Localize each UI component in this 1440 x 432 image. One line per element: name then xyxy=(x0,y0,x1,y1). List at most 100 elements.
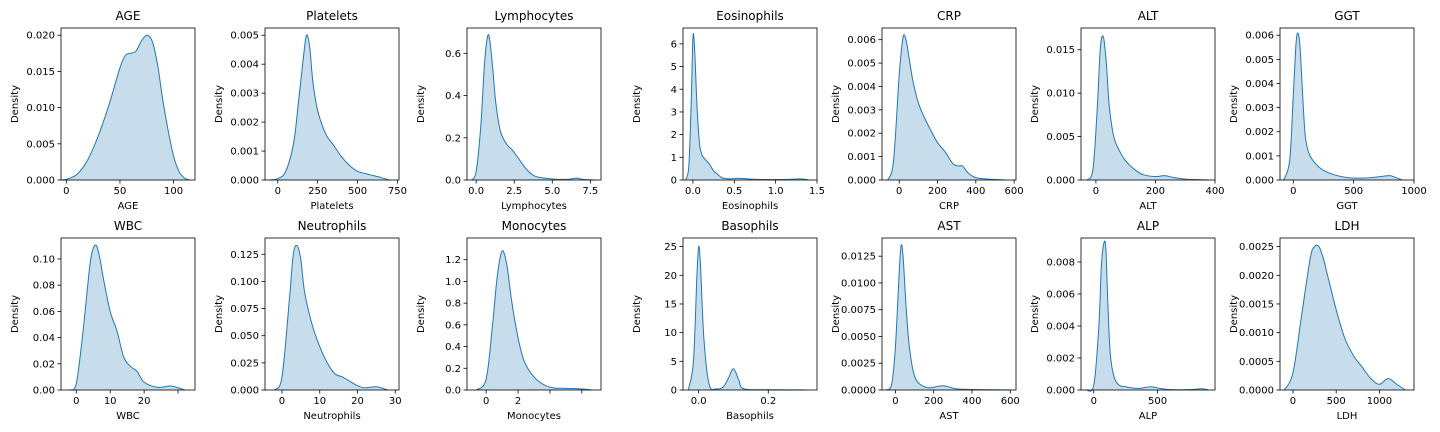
axes-frame xyxy=(1080,237,1216,391)
density-line xyxy=(1283,244,1406,391)
subplot-alp: 0 500 0.000 0.002 0.004 0.006 0.008 ALP ALP Densi… xyxy=(1030,219,1216,422)
y-tick-label: 0.6 xyxy=(445,49,461,60)
y-tick-label: 0.0000 xyxy=(1239,386,1274,397)
y-tick-label: 0.100 xyxy=(230,277,259,288)
axes-frame xyxy=(466,237,602,391)
y-tick-label: 4 xyxy=(671,85,677,96)
x-axis-label: Monocytes xyxy=(507,411,561,422)
x-tick-label: 750 xyxy=(388,186,407,197)
y-tick-label: 10 xyxy=(664,328,677,339)
y-tick-label: 0.005 xyxy=(847,59,876,70)
y-axis-label: Density xyxy=(10,85,21,123)
y-tick-label: 0.0 xyxy=(445,176,461,187)
density-line xyxy=(887,34,1005,181)
y-tick-label: 1.0 xyxy=(445,277,461,288)
y-axis-label: Density xyxy=(632,295,643,333)
x-axis-label: Lymphocytes xyxy=(501,201,567,212)
subplot-eosinophils: 0.0 0.5 1.0 1.5 0 1 2 3 4 5 6 Eosinophils Eosinophil… xyxy=(632,9,825,212)
y-axis-label: Density xyxy=(416,295,427,333)
y-tick-label: 0.004 xyxy=(847,82,876,93)
density-line xyxy=(471,34,595,181)
y-tick-label: 0.000 xyxy=(1245,176,1274,187)
subplot-basophils: 0.0 0.2 0 5 10 15 20 25 Basophils Basophils Densit… xyxy=(632,219,818,422)
y-tick-label: 0.000 xyxy=(230,176,259,187)
x-tick-label: 0.0 xyxy=(691,396,707,407)
y-axis-label: Density xyxy=(1229,295,1240,333)
axes-frame xyxy=(682,237,818,391)
x-tick-label: 10 xyxy=(313,396,326,407)
x-tick-label: 10 xyxy=(104,396,117,407)
x-tick-label: 1000 xyxy=(1401,186,1426,197)
y-tick-label: 0.0 xyxy=(445,386,461,397)
y-tick-label: 0.003 xyxy=(1245,103,1274,114)
y-tick-label: 0.0075 xyxy=(841,305,876,316)
y-tick-label: 0.008 xyxy=(1046,258,1075,269)
y-tick-label: 0.000 xyxy=(230,386,259,397)
y-axis-label: Density xyxy=(214,85,225,123)
x-tick-label: 200 xyxy=(928,186,947,197)
y-tick-label: 0.2 xyxy=(445,133,461,144)
density-line xyxy=(60,34,190,181)
y-tick-label: 0.006 xyxy=(1245,31,1274,42)
subplot-title: Lymphocytes xyxy=(495,9,574,23)
subplot-title: AGE xyxy=(116,9,141,23)
y-tick-label: 3 xyxy=(671,107,677,118)
y-tick-label: 0.04 xyxy=(33,333,55,344)
x-tick-label: 600 xyxy=(1001,396,1020,407)
y-tick-label: 0.000 xyxy=(26,176,55,187)
y-tick-label: 0.015 xyxy=(1046,45,1075,56)
subplot-title: ALP xyxy=(1137,219,1159,233)
y-tick-label: 0.6 xyxy=(445,320,461,331)
x-tick-label: 100 xyxy=(164,186,183,197)
y-tick-label: 0.0025 xyxy=(841,359,876,370)
density-line xyxy=(687,245,807,391)
x-tick-label: 0 xyxy=(483,396,489,407)
y-tick-label: 0.4 xyxy=(445,91,461,102)
y-tick-label: 0.002 xyxy=(1046,354,1075,365)
density-line xyxy=(885,244,1011,391)
y-tick-label: 0.003 xyxy=(847,105,876,116)
subplot-ast: 0 200 400 600 0.0000 0.0025 0.0050 0.0075 0.0100… xyxy=(831,219,1020,422)
density-area xyxy=(688,246,807,390)
y-tick-label: 20 xyxy=(664,271,677,282)
y-axis-label: Density xyxy=(214,295,225,333)
subplot-title: Monocytes xyxy=(502,219,567,233)
y-axis-label: Density xyxy=(1030,295,1041,333)
y-tick-label: 0.00 xyxy=(33,386,55,397)
x-tick-label: 7.5 xyxy=(582,186,598,197)
x-axis-label: Neutrophils xyxy=(303,411,360,422)
y-tick-label: 0.075 xyxy=(230,304,259,315)
x-tick-label: 20 xyxy=(351,396,364,407)
y-axis-label: Density xyxy=(10,295,21,333)
y-tick-label: 0.0025 xyxy=(1239,242,1274,253)
x-tick-label: 0 xyxy=(1290,396,1296,407)
x-tick-label: 500 xyxy=(348,186,367,197)
subplot-title: AST xyxy=(937,219,961,233)
x-tick-label: 500 xyxy=(1148,396,1167,407)
y-tick-label: 0.001 xyxy=(847,152,876,163)
density-area xyxy=(885,244,1011,390)
y-tick-label: 1.2 xyxy=(445,255,461,266)
y-tick-label: 5 xyxy=(671,357,677,368)
subplot-neutrophils: 0 10 20 30 0.000 0.025 0.050 0.075 0.100 0.125 Neu… xyxy=(214,219,402,422)
density-line xyxy=(476,250,592,391)
y-tick-label: 0.004 xyxy=(1046,322,1075,333)
x-axis-label: Eosinophils xyxy=(722,201,778,212)
y-tick-label: 0.000 xyxy=(847,176,876,187)
x-tick-label: 250 xyxy=(308,186,327,197)
subplot-monocytes: 0 2 0.0 0.2 0.4 0.6 0.8 1.0 1.2 Monocytes Monocyte… xyxy=(416,219,602,422)
density-area xyxy=(471,34,595,180)
y-axis-label: Density xyxy=(831,85,842,123)
subplot-platelets: 0 250 500 750 0.000 0.001 0.002 0.003 0.004 0.005… xyxy=(214,9,407,212)
density-area xyxy=(476,250,592,390)
y-tick-label: 0.050 xyxy=(230,331,259,342)
y-tick-label: 0.0100 xyxy=(841,278,876,289)
x-tick-label: 30 xyxy=(389,396,402,407)
subplot-crp: 0 200 400 600 0.000 0.001 0.002 0.003 0.004 0.005… xyxy=(831,9,1024,212)
y-tick-label: 15 xyxy=(664,299,677,310)
x-tick-label: 0.0 xyxy=(685,186,701,197)
x-tick-label: 400 xyxy=(962,396,981,407)
x-axis-label: CRP xyxy=(939,201,959,212)
y-tick-label: 0.08 xyxy=(33,281,55,292)
